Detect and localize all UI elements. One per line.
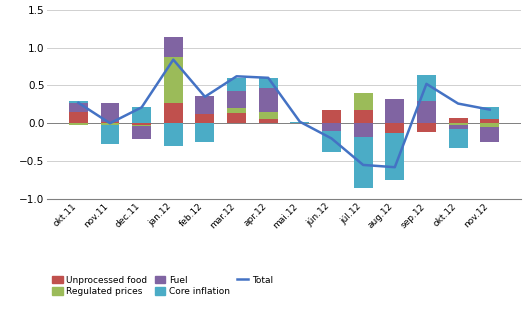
Bar <box>449 118 468 123</box>
Bar <box>353 137 372 188</box>
Bar <box>100 125 119 144</box>
Bar <box>132 123 151 125</box>
Bar <box>480 107 499 119</box>
Bar <box>386 133 404 180</box>
Bar <box>353 110 372 123</box>
Bar <box>449 129 468 148</box>
Bar <box>69 101 88 103</box>
Bar <box>449 123 468 125</box>
Bar <box>322 110 341 123</box>
Bar <box>132 126 151 139</box>
Legend: Unprocessed food, Regulated prices, Fuel, Core inflation, Total: Unprocessed food, Regulated prices, Fuel… <box>52 275 273 296</box>
Bar <box>69 112 88 123</box>
Bar <box>100 122 119 123</box>
Bar <box>164 103 183 123</box>
Bar <box>386 99 404 123</box>
Bar <box>227 108 246 113</box>
Bar <box>164 57 183 103</box>
Bar <box>417 75 436 101</box>
Bar <box>353 93 372 110</box>
Bar <box>259 78 278 88</box>
Bar <box>480 119 499 123</box>
Bar <box>196 96 215 114</box>
Bar <box>480 123 499 127</box>
Bar <box>227 78 246 91</box>
Bar <box>322 131 341 152</box>
Bar <box>417 123 436 132</box>
Bar <box>259 119 278 123</box>
Bar <box>259 88 278 112</box>
Bar <box>132 107 151 123</box>
Bar <box>69 103 88 112</box>
Bar <box>227 113 246 123</box>
Bar <box>196 123 215 142</box>
Bar <box>132 125 151 126</box>
Bar <box>449 125 468 129</box>
Bar <box>196 114 215 123</box>
Bar <box>322 123 341 131</box>
Bar <box>480 127 499 142</box>
Bar <box>100 123 119 125</box>
Bar <box>227 91 246 108</box>
Bar <box>353 123 372 137</box>
Bar <box>417 101 436 123</box>
Bar <box>386 123 404 133</box>
Bar <box>164 37 183 57</box>
Bar <box>164 123 183 146</box>
Bar <box>290 122 309 123</box>
Bar <box>259 112 278 119</box>
Bar <box>100 103 119 122</box>
Bar <box>69 123 88 125</box>
